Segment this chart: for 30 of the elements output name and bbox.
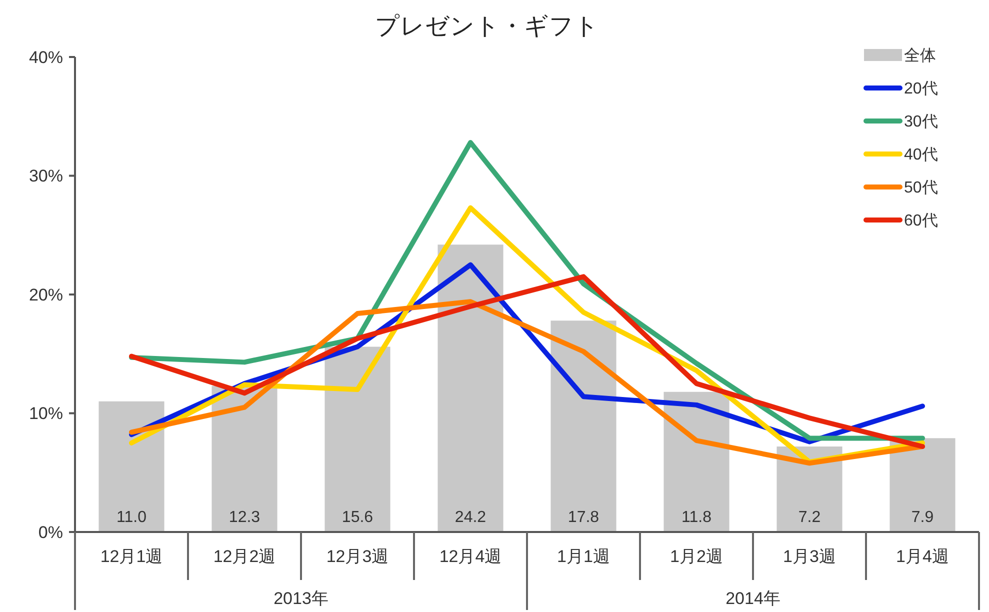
legend-label: 20代 [904,80,938,98]
data-label: 7.9 [911,509,934,526]
data-label: 11.0 [116,509,147,526]
y-tick-label: 40% [28,48,63,67]
text: 2014年 [726,589,780,608]
data-label: 15.6 [342,509,374,526]
x-tick-label: 1月1週 [557,547,610,566]
x-tick-label: 1月3週 [783,547,836,566]
data-label: 24.2 [454,509,486,526]
x-tick-label: 1月4週 [896,547,949,566]
legend-label: 50代 [904,180,938,197]
y-tick-label: 0% [38,522,63,542]
data-label: 17.8 [568,509,600,526]
text: 2013年 [274,589,328,608]
data-label: 7.2 [798,509,821,526]
data-label: 11.8 [682,509,712,526]
data-label: 12.3 [228,509,260,526]
x-tick-label: 12月3週 [326,547,389,566]
y-tick-label: 30% [28,166,63,186]
x-tick-label: 1月2週 [670,547,723,566]
legend-label: 40代 [904,146,938,164]
x-tick-label: 12月4週 [439,547,502,566]
chart-title: プレゼント・ギフト [375,13,599,40]
x-tick-label: 12月1週 [100,547,163,566]
legend-label: 30代 [904,114,938,131]
y-tick-label: 10% [28,404,63,424]
legend-label: 全体 [904,48,936,65]
legend-label: 60代 [904,212,938,230]
x-tick-label: 12月2週 [213,547,276,566]
y-tick-label: 20% [28,285,63,304]
